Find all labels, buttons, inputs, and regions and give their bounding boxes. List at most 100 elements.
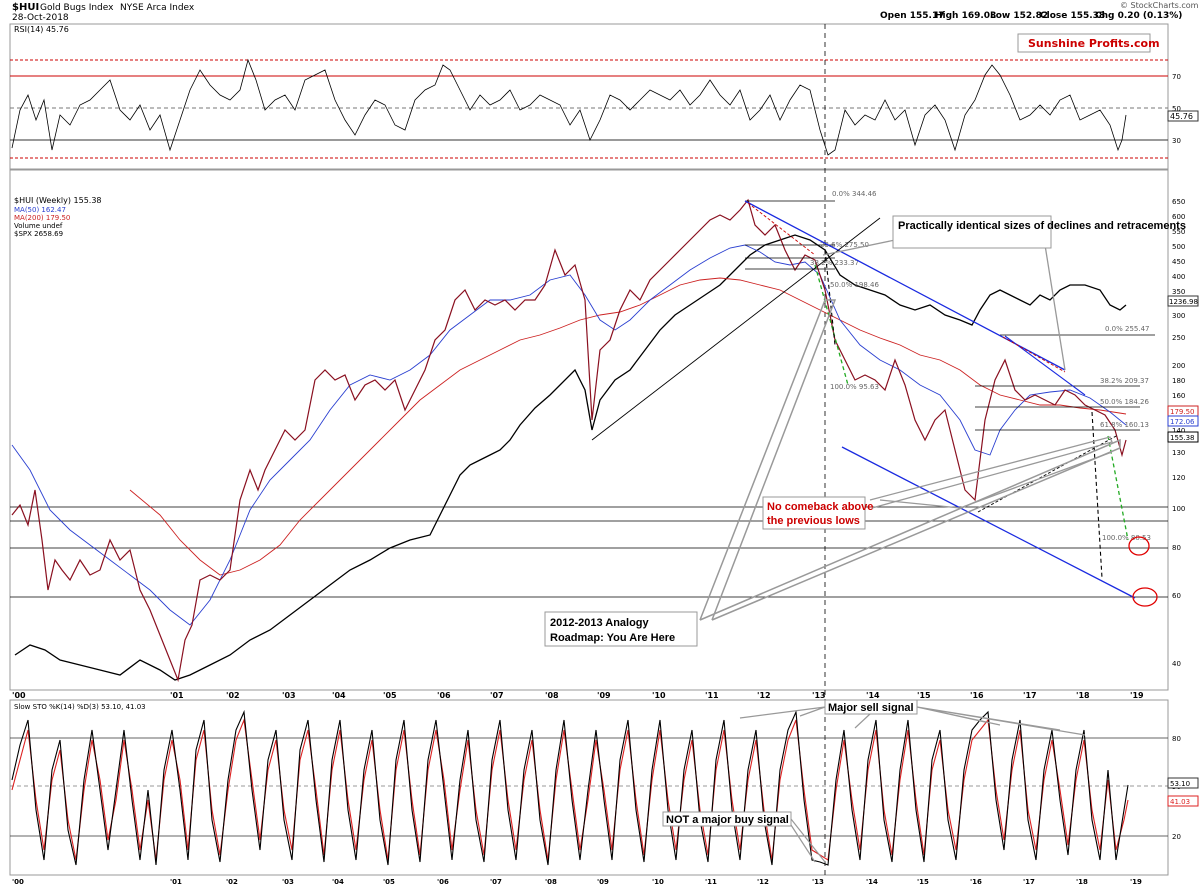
price-tick-350: 350 (1172, 288, 1185, 296)
bottom-year-13: '13 (812, 878, 824, 886)
price-markers: 1236.98 179.50 172.06 155.38 (1167, 295, 1199, 443)
price-tick-100: 100 (1172, 505, 1185, 513)
year-10: '10 (652, 691, 666, 700)
stoch-d-marker (1167, 795, 1199, 807)
bottom-year-09: '09 (597, 878, 609, 886)
legend-ma200: MA(200) 179.50 (14, 214, 70, 222)
price-y-axis: 650 600 550 500 450 400 350 300 250 200 … (1172, 198, 1185, 668)
rsi-panel (9, 23, 1169, 170)
bottom-year-02: '02 (226, 878, 238, 886)
price-tick-130: 130 (1172, 449, 1185, 457)
bottom-year-15: '15 (917, 878, 929, 886)
analogy-line1: 2012-2013 Analogy (550, 617, 650, 629)
hui-price-line (11, 198, 1127, 683)
fib-label-10: 100.0% 80.53 (1102, 534, 1151, 542)
red-dashed-2013 (747, 202, 816, 256)
fib-label-5: 100.0% 95.63 (830, 383, 879, 391)
no-comeback-box: No comeback above the previous lows (762, 496, 873, 530)
close-value: Close 155.38 (1040, 11, 1105, 21)
price-tick-400: 400 (1172, 273, 1185, 281)
stoch-panel (9, 699, 1169, 876)
year-axis: '00 '01 '02 '03 '04 '05 '06 '07 '08 '09 … (12, 691, 1144, 700)
red-dashed-2018 (1002, 336, 1066, 373)
bottom-year-18: '18 (1076, 878, 1088, 886)
resistance-line-2013 (744, 200, 1066, 371)
not-major-buy-text: NOT a major buy signal (666, 814, 789, 826)
chart-exchange: NYSE Arca Index (120, 3, 195, 13)
year-07: '07 (490, 691, 504, 700)
year-17: '17 (1023, 691, 1037, 700)
price-tick-180: 180 (1172, 377, 1185, 385)
bottom-year-08: '08 (545, 878, 557, 886)
stoch-k-marker (1167, 777, 1199, 789)
analogy-line2: Roadmap: You Are Here (550, 632, 675, 644)
ma50-line (11, 244, 1127, 626)
year-15: '15 (917, 691, 931, 700)
price-tick-650: 650 (1172, 198, 1185, 206)
analogy-box: 2012-2013 Analogy Roadmap: You Are Here (544, 611, 698, 647)
price-tick-40: 40 (1172, 660, 1181, 668)
not-major-buy-pointer (790, 818, 826, 863)
fib-2018: 0.0% 255.47 38.2% 209.37 50.0% 184.26 61… (975, 325, 1155, 542)
chart-symbol: $HUI (12, 2, 39, 13)
year-00: '00 (12, 691, 26, 700)
year-03: '03 (282, 691, 296, 700)
ma50-marker: 172.06 (1170, 418, 1195, 426)
rsi-line (11, 58, 1127, 156)
stoch-tick-20: 20 (1172, 833, 1181, 841)
year-04: '04 (332, 691, 346, 700)
year-16: '16 (970, 691, 984, 700)
price-marker: 155.38 (1170, 434, 1195, 442)
open-value: Open 155.17 (880, 11, 944, 21)
legend-spx: $SPX 2658.69 (14, 230, 63, 238)
analogy-triangle-upper (699, 299, 837, 621)
bottom-year-07: '07 (490, 878, 502, 886)
stoch-d-value: 41.03 (1170, 798, 1190, 806)
ma200-line (129, 277, 1127, 576)
low-value: Low 152.82 (990, 11, 1048, 21)
rsi-tick-30: 30 (1172, 137, 1181, 145)
year-12: '12 (757, 691, 771, 700)
fib-label-2: 38.2% 233.37 (810, 259, 859, 267)
year-13: '13 (812, 691, 826, 700)
year-11: '11 (705, 691, 719, 700)
rsi-tick-70: 70 (1172, 73, 1181, 81)
year-02: '02 (226, 691, 240, 700)
bottom-year-05: '05 (383, 878, 395, 886)
price-tick-140: 140 (1172, 427, 1185, 435)
major-sell-pointers (739, 706, 1086, 736)
legend-volume: Volume undef (14, 222, 63, 230)
uptrend-2016-2018 (977, 434, 1119, 513)
target-circle-2 (1132, 587, 1158, 607)
year-18: '18 (1076, 691, 1090, 700)
bottom-year-03: '03 (282, 878, 294, 886)
identical-sizes-label: Practically identical sizes of declines … (898, 220, 1186, 232)
price-tick-600: 600 (1172, 213, 1185, 221)
price-legend: $HUI (Weekly) 155.38 MA(50) 162.47 MA(20… (14, 196, 102, 238)
price-tick-500: 500 (1172, 243, 1185, 251)
price-tick-160: 160 (1172, 392, 1185, 400)
no-comeback-line2: the previous lows (767, 515, 860, 527)
chart-date: 28-Oct-2018 (12, 13, 69, 23)
rsi-legend: RSI(14) 45.76 (14, 25, 69, 34)
major-sell-box: Major sell signal (739, 699, 1086, 736)
credit-text: © StockCharts.com (1120, 1, 1199, 10)
bottom-year-11: '11 (705, 878, 717, 886)
logo-text: Sunshine Profits.com (1028, 37, 1160, 50)
stoch-k-value: 53.10 (1170, 780, 1190, 788)
ma200-marker: 179.50 (1170, 408, 1195, 416)
bottom-year-06: '06 (437, 878, 449, 886)
stoch-k-line (11, 709, 1129, 866)
target-circle-1 (1128, 536, 1150, 556)
year-14: '14 (866, 691, 880, 700)
year-06: '06 (437, 691, 451, 700)
fib-label-7: 38.2% 209.37 (1100, 377, 1149, 385)
chg-value: Chg 0.20 (0.13%) (1095, 11, 1182, 21)
spx-marker: 1236.98 (1169, 298, 1198, 306)
bottom-year-12: '12 (757, 878, 769, 886)
bottom-year-axis: '00 '01 '02 '03 '04 '05 '06 '07 '08 '09 … (12, 878, 1142, 886)
bottom-year-00: '00 (12, 878, 24, 886)
uptrend-2008-2012 (591, 217, 881, 441)
price-tick-300: 300 (1172, 312, 1185, 320)
high-value: High 169.03 (935, 11, 996, 21)
